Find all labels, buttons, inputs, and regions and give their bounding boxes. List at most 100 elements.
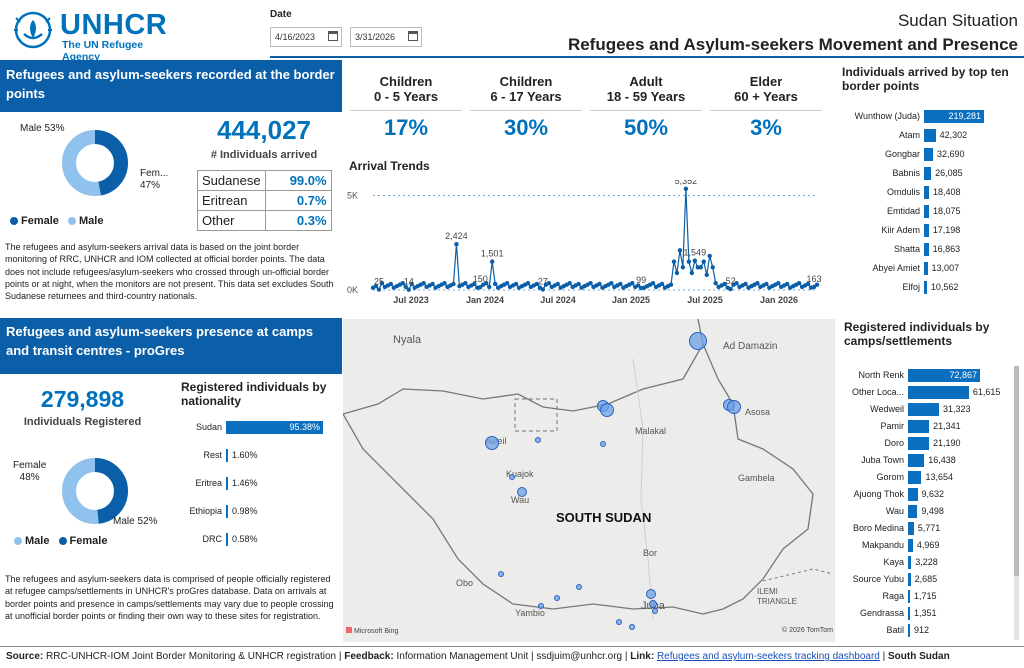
bar-value-label: 2,685 xyxy=(914,574,938,584)
bar[interactable] xyxy=(908,420,930,433)
start-date-input[interactable]: 4/16/2023 xyxy=(270,27,342,47)
end-date-input[interactable]: 3/31/2026 xyxy=(350,27,422,47)
map-marker[interactable] xyxy=(498,571,504,577)
bar[interactable] xyxy=(908,403,939,416)
bar[interactable] xyxy=(908,369,980,382)
bar-row[interactable]: Boro Medina 5,771 xyxy=(840,519,1020,538)
bar-row[interactable]: Kaya 3,228 xyxy=(840,553,1020,572)
bar-row[interactable]: Wedweil 31,323 xyxy=(840,400,1020,419)
bar[interactable] xyxy=(924,148,933,161)
bar-category-label: DRC xyxy=(202,534,223,544)
bar-row[interactable]: Eritrea 1.46% xyxy=(180,474,363,493)
trend-point xyxy=(677,248,683,253)
bar-row[interactable]: Gendrassa 1,351 xyxy=(840,604,1020,623)
x-tick-label: Jul 2025 xyxy=(687,295,723,305)
bar-row[interactable]: Juba Town 16,438 xyxy=(840,451,1020,470)
bar[interactable] xyxy=(924,205,929,218)
border-male-label: Male 53% xyxy=(20,123,65,134)
bar-row[interactable]: Gongbar 32,690 xyxy=(840,145,1024,164)
bar-row[interactable]: Elfoj 10,562 xyxy=(840,278,1024,297)
map-marker[interactable] xyxy=(616,619,622,625)
bar[interactable] xyxy=(226,449,228,462)
bar-row[interactable]: Ajuong Thok 9,632 xyxy=(840,485,1020,504)
calendar-icon[interactable] xyxy=(328,31,338,41)
dashboard-link[interactable]: Refugees and asylum-seekers tracking das… xyxy=(656,651,880,662)
bar-row[interactable]: Other Loca... 61,615 xyxy=(840,383,1020,402)
map-marker[interactable] xyxy=(600,441,606,447)
bar[interactable] xyxy=(924,186,930,199)
bar[interactable] xyxy=(924,243,929,256)
map-marker[interactable] xyxy=(652,608,658,614)
bar[interactable] xyxy=(924,262,928,275)
bar[interactable] xyxy=(908,471,922,484)
bar-row[interactable]: Ethiopia 0.98% xyxy=(180,502,363,521)
bar-row[interactable]: Source Yubu 2,685 xyxy=(840,570,1020,589)
bar-row[interactable]: Gorom 13,654 xyxy=(840,468,1020,487)
map-marker[interactable] xyxy=(600,403,614,417)
bar[interactable] xyxy=(908,488,918,501)
age-group-line2: 60 + Years xyxy=(734,89,798,104)
bar-row[interactable]: DRC 0.58% xyxy=(180,530,363,549)
bar[interactable] xyxy=(226,421,323,434)
bar-category-label: North Renk xyxy=(858,370,904,380)
map-marker[interactable] xyxy=(576,584,582,590)
bar[interactable] xyxy=(908,590,910,603)
map-marker[interactable] xyxy=(554,595,560,601)
bar[interactable] xyxy=(908,556,912,569)
bar[interactable] xyxy=(908,624,910,637)
bar-row[interactable]: Pamir 21,341 xyxy=(840,417,1020,436)
calendar-icon[interactable] xyxy=(408,31,418,41)
map-marker[interactable] xyxy=(649,600,657,608)
bar-row[interactable]: Makpandu 4,969 xyxy=(840,536,1020,555)
bar-row[interactable]: Raga 1,715 xyxy=(840,587,1020,606)
camps-scrollbar[interactable] xyxy=(1014,366,1019,640)
map-marker[interactable] xyxy=(485,436,499,450)
bar-row[interactable]: Emtidad 18,075 xyxy=(840,202,1024,221)
bar[interactable] xyxy=(924,281,927,294)
bar[interactable] xyxy=(908,437,929,450)
bar-row[interactable]: Omdulis 18,408 xyxy=(840,183,1024,202)
bar[interactable] xyxy=(908,522,914,535)
bar-row[interactable]: Wunthow (Juda) 219,281 xyxy=(840,107,1024,126)
bar-row[interactable]: Abyei Amiet 13,007 xyxy=(840,259,1024,278)
bar-category-label: Wunthow (Juda) xyxy=(854,111,920,121)
map-marker[interactable] xyxy=(629,624,635,630)
bar-row[interactable]: North Renk 72,867 xyxy=(840,366,1020,385)
bar[interactable] xyxy=(226,477,228,490)
bar-category-label: Ethiopia xyxy=(189,506,222,516)
map-marker[interactable] xyxy=(538,603,544,609)
bar-row[interactable]: Shatta 16,863 xyxy=(840,240,1024,259)
bar-row[interactable]: Sudan 95.38% xyxy=(180,418,363,437)
map-marker[interactable] xyxy=(509,474,515,480)
bar[interactable] xyxy=(924,167,932,180)
trend-point xyxy=(689,270,695,276)
map-marker[interactable] xyxy=(535,437,541,443)
bar-row[interactable]: Wau 9,498 xyxy=(840,502,1020,521)
presence-total-label: Individuals Registered xyxy=(23,416,142,428)
bar[interactable] xyxy=(908,539,913,552)
bar-row[interactable]: Atam 42,302 xyxy=(840,126,1024,145)
trend-point xyxy=(785,281,790,287)
bar[interactable] xyxy=(908,454,925,467)
map-marker[interactable] xyxy=(517,487,527,497)
map-marker[interactable] xyxy=(689,332,707,350)
bar[interactable] xyxy=(924,129,936,142)
bar-row[interactable]: Kiir Adem 17,198 xyxy=(840,221,1024,240)
bar[interactable] xyxy=(908,386,969,399)
bar-row[interactable]: Doro 21,190 xyxy=(840,434,1020,453)
scrollbar-thumb[interactable] xyxy=(1014,366,1019,576)
map-marker[interactable] xyxy=(727,400,741,414)
bar[interactable] xyxy=(226,505,228,518)
bar[interactable] xyxy=(924,110,984,123)
bar-row[interactable]: Batil 912 xyxy=(840,621,1020,640)
bar[interactable] xyxy=(908,573,911,586)
bar-row[interactable]: Babnis 26,085 xyxy=(840,164,1024,183)
map-marker[interactable] xyxy=(646,589,656,599)
bar[interactable] xyxy=(924,224,929,237)
bar[interactable] xyxy=(226,533,228,546)
bar[interactable] xyxy=(908,505,918,518)
map-view[interactable]: Nyala Ad Damazin Asosa Malakal Aweil Kua… xyxy=(343,319,835,642)
bar-row[interactable]: Rest 1.60% xyxy=(180,446,363,465)
bar[interactable] xyxy=(908,607,910,620)
bar-category-label: Rest xyxy=(203,450,222,460)
